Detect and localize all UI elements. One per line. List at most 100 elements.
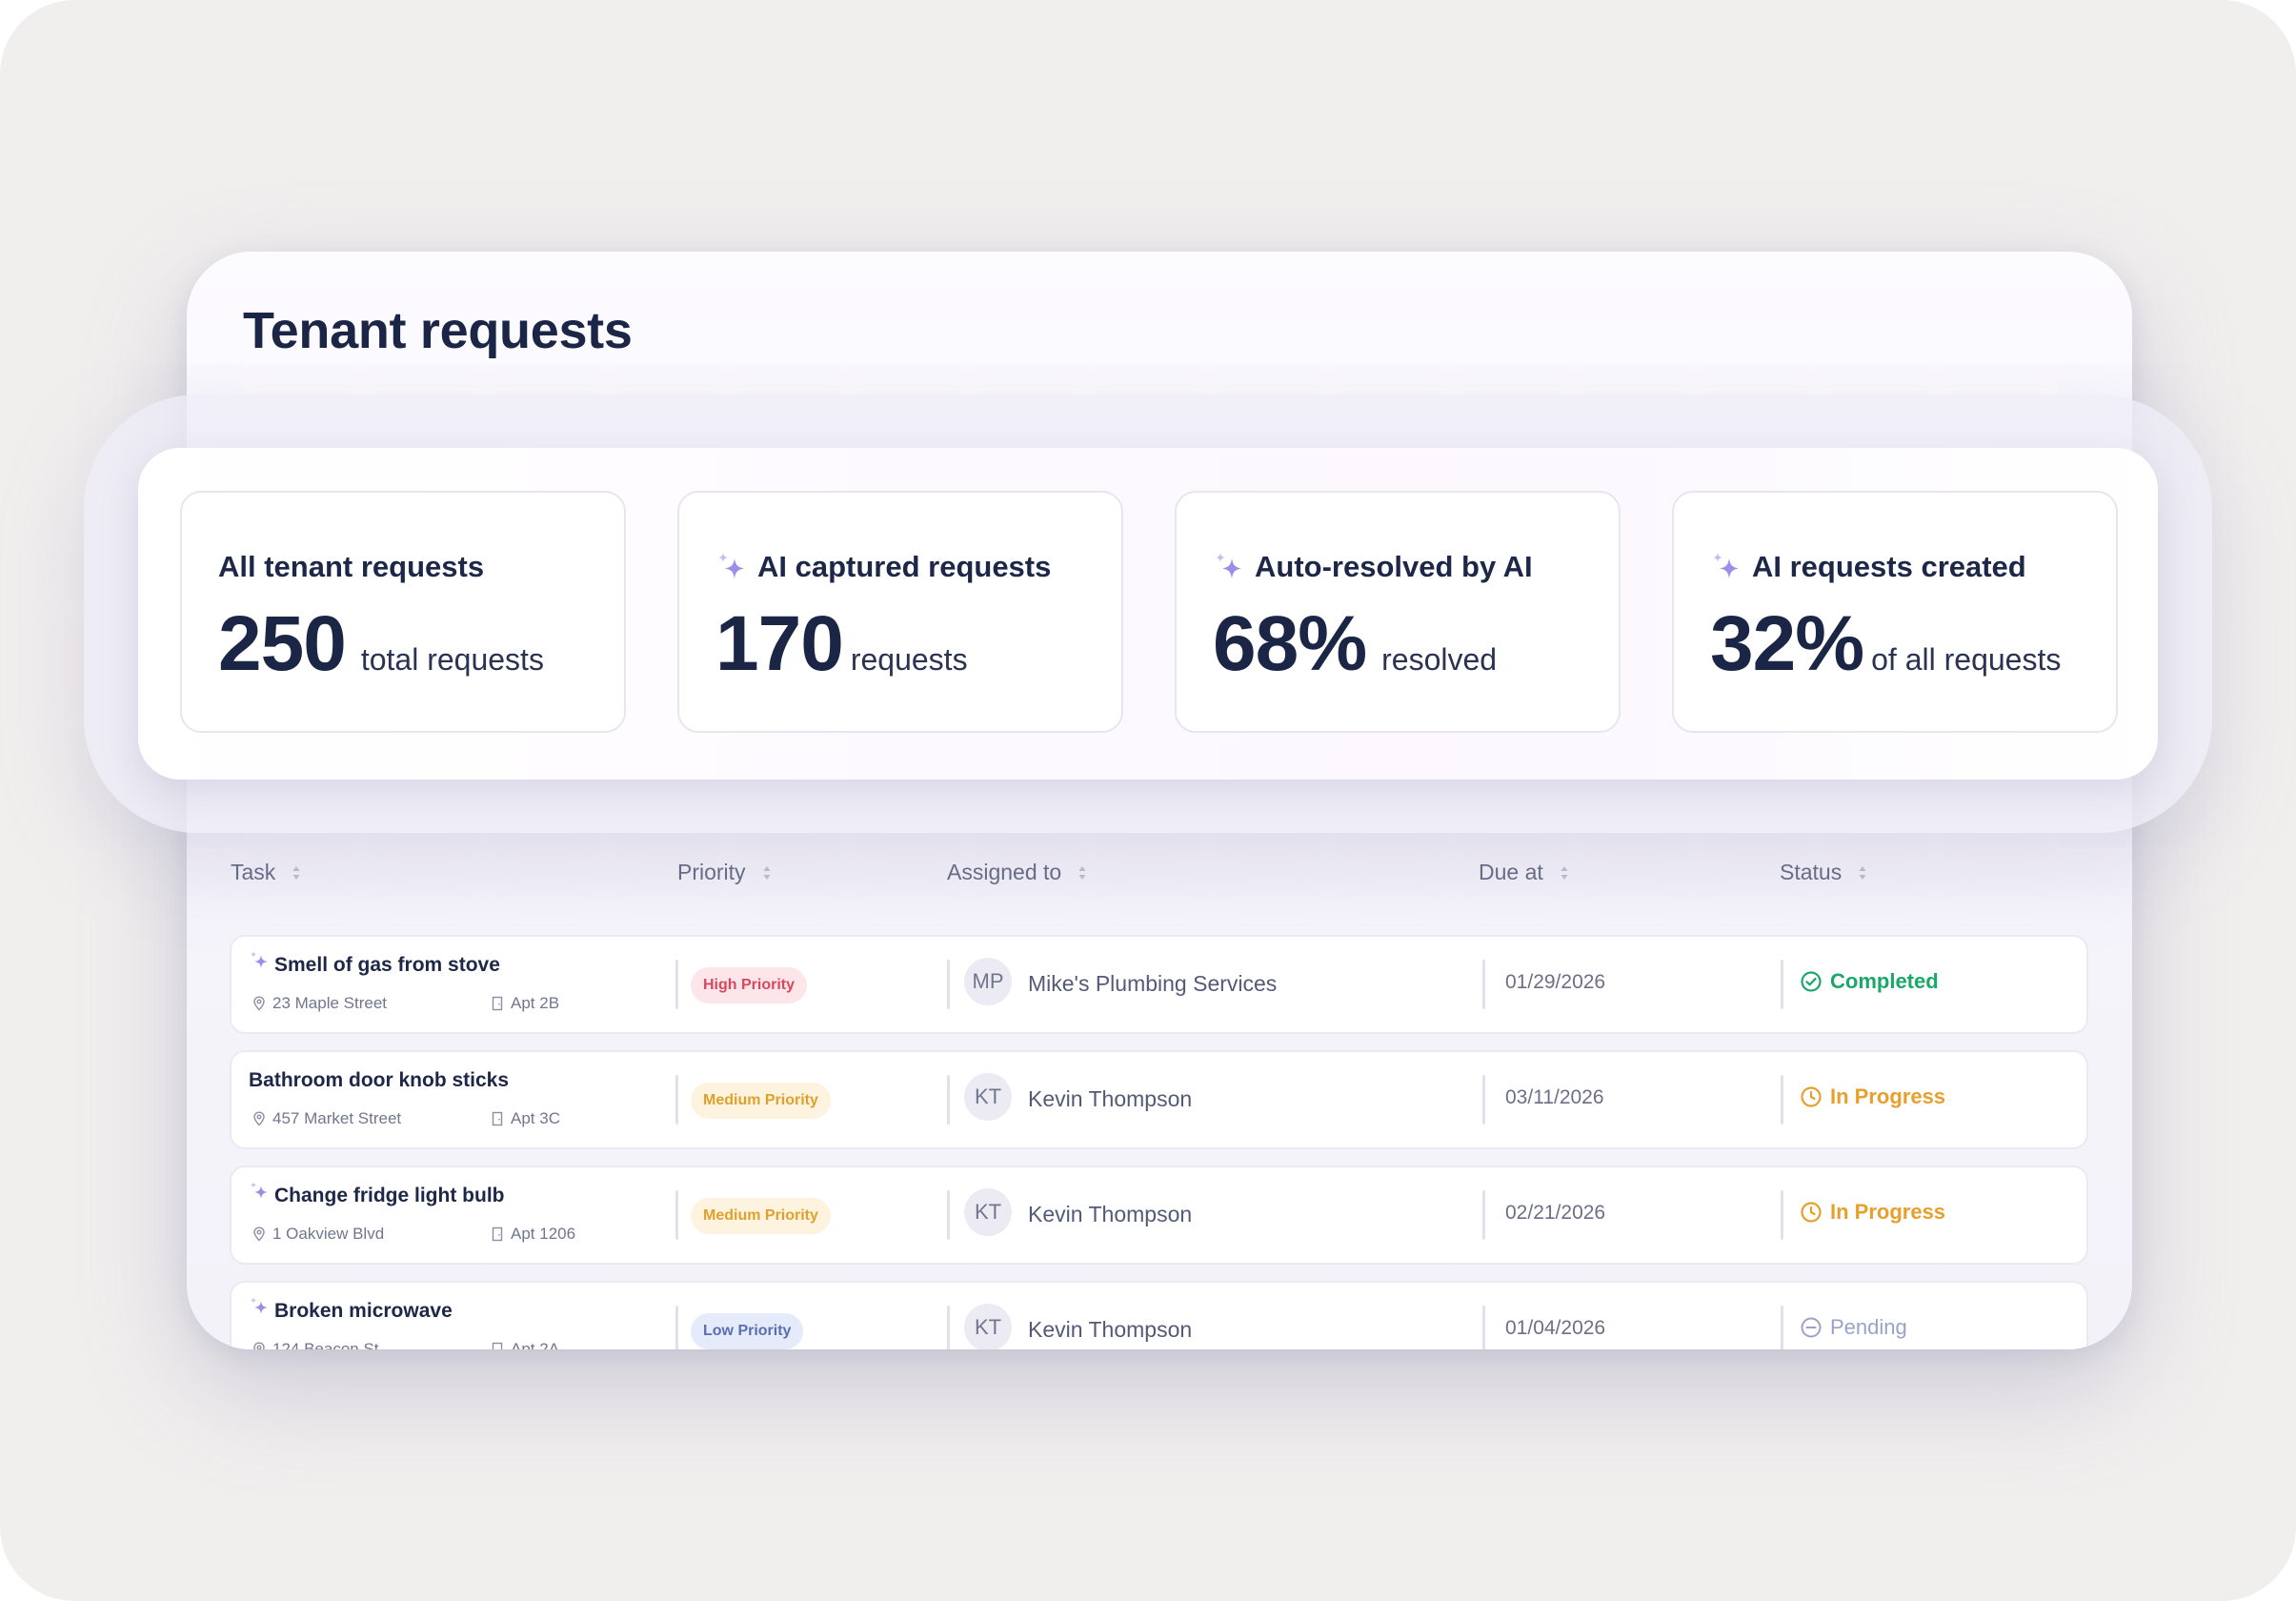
cell-divider — [675, 1190, 678, 1240]
due-date: 01/04/2026 — [1505, 1317, 1606, 1339]
sparkle-icon — [1713, 553, 1739, 578]
door-icon — [492, 1226, 503, 1242]
assignee-name: Mike's Plumbing Services — [1028, 971, 1278, 996]
due-date: 01/29/2026 — [1505, 971, 1606, 993]
stat-unit: total requests — [360, 642, 544, 677]
column-header-assigned-to[interactable]: Assigned to — [947, 860, 1088, 885]
stat-value: 68% resolved — [1213, 599, 1497, 689]
task-title: Broken microwave — [249, 1297, 453, 1323]
priority-badge: Low Priority — [691, 1313, 804, 1349]
task-address: 23 Maple Street — [252, 994, 387, 1013]
cell-divider — [947, 960, 950, 1009]
column-header-priority[interactable]: Priority — [677, 860, 773, 885]
cell-divider — [947, 1306, 950, 1349]
stat-unit: resolved — [1381, 642, 1498, 677]
stat-number: 250 — [218, 600, 347, 687]
due-date: 02/21/2026 — [1505, 1202, 1606, 1224]
avatar: MP — [964, 958, 1012, 1005]
assignee-name: Kevin Thompson — [1028, 1086, 1193, 1111]
task-unit: Apt 2B — [491, 994, 559, 1013]
avatar: KT — [964, 1073, 1012, 1121]
status-badge: In Progress — [1800, 1084, 1945, 1109]
location-pin-icon — [253, 1111, 265, 1126]
priority-badge: Medium Priority — [691, 1198, 831, 1234]
sparkle-icon — [250, 1297, 268, 1314]
avatar: KT — [964, 1188, 1012, 1236]
status-badge: Completed — [1800, 969, 1939, 994]
cell-divider — [1781, 1075, 1783, 1125]
stat-unit: of all requests — [1871, 642, 2062, 677]
avatar: KT — [964, 1304, 1012, 1349]
clock-icon — [1801, 1086, 1822, 1107]
cell-divider — [675, 1075, 678, 1125]
task-title: Smell of gas from stove — [249, 951, 500, 977]
cell-divider — [947, 1075, 950, 1125]
column-header-task[interactable]: Task — [231, 860, 302, 885]
stat-label: AI captured requests — [715, 550, 1051, 584]
table-row[interactable]: Smell of gas from stove 23 Maple Street … — [230, 935, 2088, 1034]
cell-divider — [675, 1306, 678, 1349]
task-address: 124 Beacon St — [252, 1340, 379, 1349]
cell-divider — [1482, 1075, 1485, 1125]
table-row[interactable]: Broken microwave 124 Beacon St Apt 2A Lo… — [230, 1281, 2088, 1349]
stat-label: All tenant requests — [218, 550, 485, 583]
location-pin-icon — [253, 996, 265, 1011]
stat-number: 32% — [1710, 600, 1864, 687]
sort-icon — [1078, 865, 1086, 880]
task-title: Bathroom door knob sticks — [249, 1069, 510, 1091]
stat-label: Auto-resolved by AI — [1213, 550, 1533, 584]
stat-number: 170 — [715, 600, 844, 687]
assignee-name: Kevin Thompson — [1028, 1317, 1193, 1342]
task-address: 457 Market Street — [252, 1109, 401, 1128]
stat-number: 68% — [1213, 600, 1367, 687]
sort-icon — [763, 865, 771, 880]
stat-value: 170 requests — [715, 599, 968, 689]
priority-badge: High Priority — [691, 967, 808, 1003]
table-clip: Broken microwave 124 Beacon St Apt 2A Lo… — [187, 1277, 2132, 1349]
location-pin-icon — [253, 1342, 265, 1349]
page-title: Tenant requests — [243, 302, 633, 359]
stat-card-all-requests[interactable]: All tenant requests 250 total requests — [180, 491, 626, 733]
status-badge: In Progress — [1800, 1200, 1945, 1225]
stat-unit: requests — [850, 642, 968, 677]
task-unit: Apt 3C — [491, 1109, 560, 1128]
task-address: 1 Oakview Blvd — [252, 1225, 384, 1244]
sort-icon — [1561, 865, 1568, 880]
cell-divider — [675, 960, 678, 1009]
priority-badge: Medium Priority — [691, 1083, 831, 1119]
sort-icon — [1859, 865, 1866, 880]
cell-divider — [947, 1190, 950, 1240]
stat-card-auto-resolved[interactable]: Auto-resolved by AI 68% resolved — [1175, 491, 1621, 733]
stat-value: 250 total requests — [218, 599, 544, 689]
door-icon — [492, 1111, 503, 1126]
clock-icon — [1801, 1202, 1822, 1223]
location-pin-icon — [253, 1226, 265, 1242]
stat-label: AI requests created — [1710, 550, 2026, 584]
status-badge: Pending — [1800, 1315, 1907, 1340]
assignee-name: Kevin Thompson — [1028, 1202, 1193, 1226]
stat-card-ai-captured[interactable]: AI captured requests 170 requests — [677, 491, 1123, 733]
cell-divider — [1482, 960, 1485, 1009]
task-unit: Apt 2A — [491, 1340, 559, 1349]
table-row[interactable]: Bathroom door knob sticks 457 Market Str… — [230, 1050, 2088, 1149]
stat-card-ai-created[interactable]: AI requests created 32% of all requests — [1672, 491, 2118, 733]
door-icon — [492, 1342, 503, 1349]
cell-divider — [1781, 960, 1783, 1009]
column-header-due-at[interactable]: Due at — [1479, 860, 1570, 885]
door-icon — [492, 996, 503, 1011]
sort-icon — [292, 865, 300, 880]
pending-circle-icon — [1801, 1317, 1822, 1338]
cell-divider — [1781, 1306, 1783, 1349]
task-title: Change fridge light bulb — [249, 1182, 504, 1207]
due-date: 03/11/2026 — [1505, 1086, 1604, 1108]
sparkle-icon — [1216, 553, 1241, 578]
column-header-status[interactable]: Status — [1780, 860, 1868, 885]
stat-value: 32% of all requests — [1710, 599, 2061, 689]
cell-divider — [1482, 1190, 1485, 1240]
sparkle-icon — [718, 553, 744, 578]
table-row[interactable]: Change fridge light bulb 1 Oakview Blvd … — [230, 1165, 2088, 1265]
task-unit: Apt 1206 — [491, 1225, 575, 1244]
sparkle-icon — [250, 951, 268, 968]
check-circle-icon — [1801, 971, 1822, 992]
